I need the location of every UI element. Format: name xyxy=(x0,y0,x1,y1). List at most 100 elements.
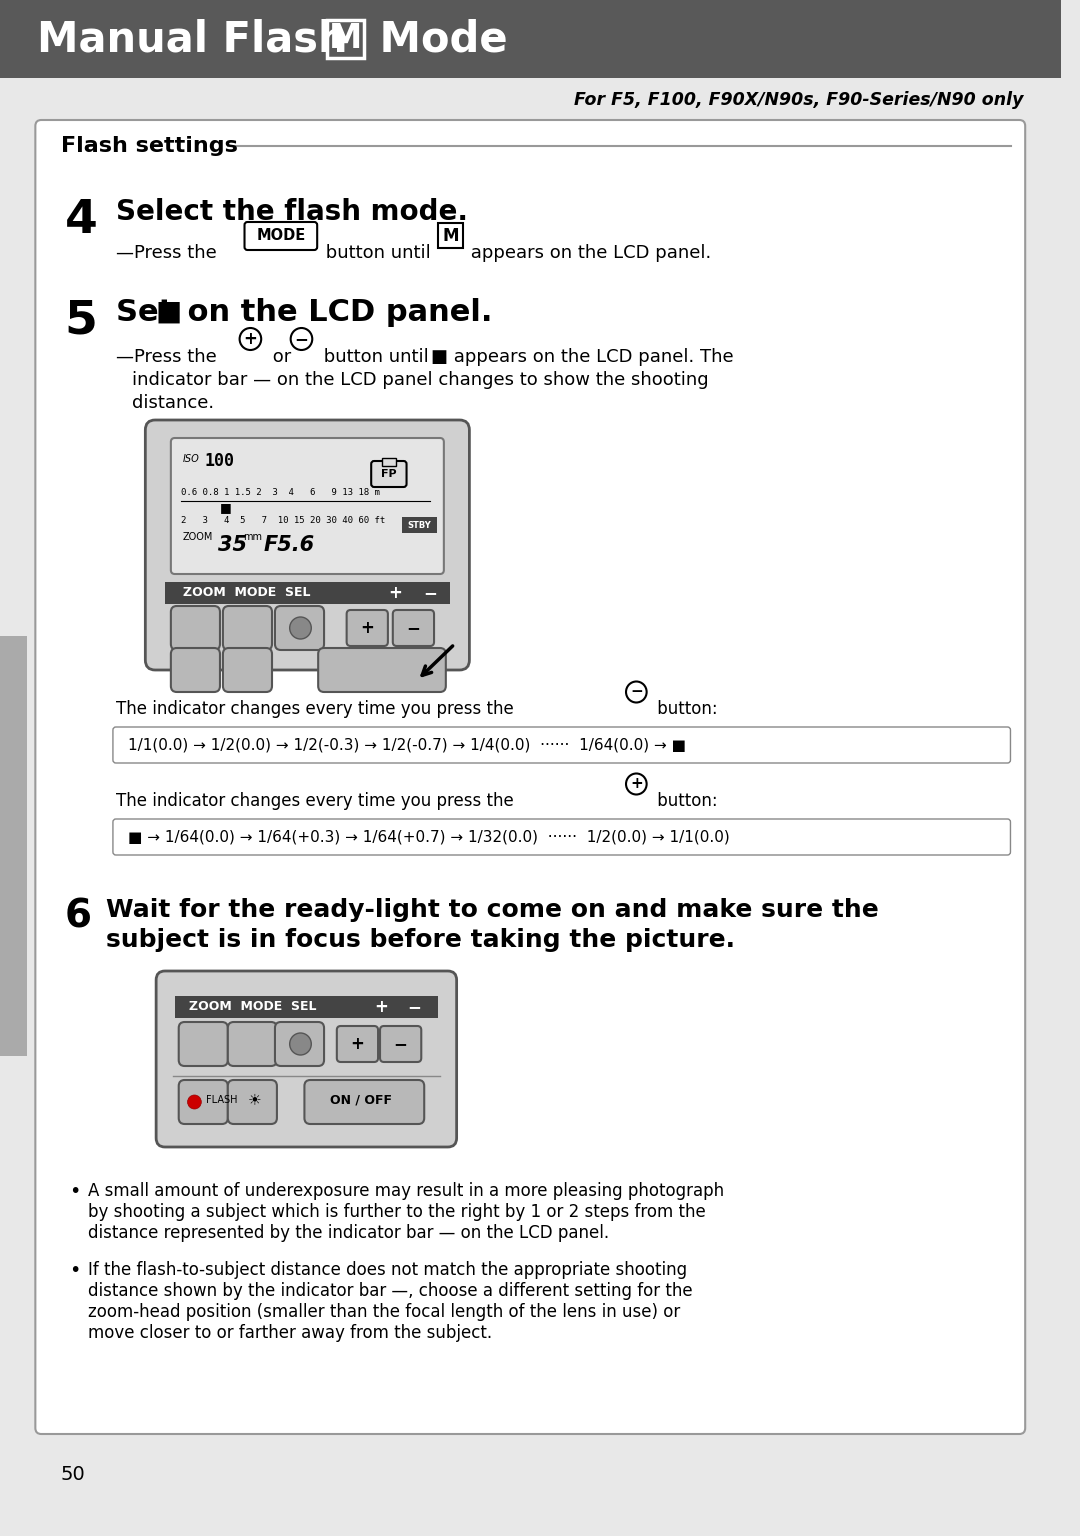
Text: ZOOM: ZOOM xyxy=(183,531,213,542)
FancyBboxPatch shape xyxy=(305,1080,424,1124)
FancyBboxPatch shape xyxy=(393,610,434,647)
Text: 5: 5 xyxy=(65,298,97,343)
Text: 1/1(0.0) → 1/2(0.0) → 1/2(-0.3) → 1/2(-0.7) → 1/4(0.0)  ······  1/64(0.0) → ■: 1/1(0.0) → 1/2(0.0) → 1/2(-0.3) → 1/2(-0… xyxy=(127,737,686,753)
FancyBboxPatch shape xyxy=(175,995,438,1018)
FancyBboxPatch shape xyxy=(228,1080,276,1124)
Text: zoom-head position (smaller than the focal length of the lens in use) or: zoom-head position (smaller than the foc… xyxy=(89,1303,680,1321)
Text: 4: 4 xyxy=(65,198,97,243)
Text: +: + xyxy=(630,777,643,791)
FancyBboxPatch shape xyxy=(178,1080,228,1124)
Text: on the LCD panel.: on the LCD panel. xyxy=(177,298,492,327)
Text: —Press the: —Press the xyxy=(116,349,222,366)
Text: −: − xyxy=(295,330,309,349)
Text: FLASH: FLASH xyxy=(206,1095,238,1104)
Text: +: + xyxy=(388,584,402,602)
Text: 2   3   4  5   7  10 15 20 30 40 60 ft: 2 3 4 5 7 10 15 20 30 40 60 ft xyxy=(180,516,384,525)
Text: distance represented by the indicator bar — on the LCD panel.: distance represented by the indicator ba… xyxy=(89,1224,609,1243)
Text: or: or xyxy=(267,349,297,366)
Text: The indicator changes every time you press the: The indicator changes every time you pre… xyxy=(116,700,514,717)
FancyBboxPatch shape xyxy=(327,20,364,58)
Circle shape xyxy=(188,1095,201,1109)
Text: +: + xyxy=(243,330,257,349)
Text: M: M xyxy=(329,23,362,55)
FancyBboxPatch shape xyxy=(165,582,449,604)
Text: move closer to or farther away from the subject.: move closer to or farther away from the … xyxy=(89,1324,492,1342)
Text: FP: FP xyxy=(381,468,396,479)
FancyBboxPatch shape xyxy=(171,607,220,650)
FancyBboxPatch shape xyxy=(319,648,446,693)
Text: If the flash-to-subject distance does not match the appropriate shooting: If the flash-to-subject distance does no… xyxy=(89,1261,688,1279)
Text: M: M xyxy=(443,227,459,246)
Circle shape xyxy=(289,617,311,639)
FancyBboxPatch shape xyxy=(113,727,1011,763)
FancyBboxPatch shape xyxy=(382,458,395,465)
FancyBboxPatch shape xyxy=(171,438,444,574)
Text: mm: mm xyxy=(243,531,262,542)
FancyBboxPatch shape xyxy=(171,648,220,693)
FancyBboxPatch shape xyxy=(372,461,406,487)
Text: ISO: ISO xyxy=(183,455,200,464)
Bar xyxy=(0,636,27,1057)
Text: distance shown by the indicator bar —, choose a different setting for the: distance shown by the indicator bar —, c… xyxy=(89,1283,693,1299)
Text: —Press the: —Press the xyxy=(116,244,222,263)
Text: by shooting a subject which is further to the right by 1 or 2 steps from the: by shooting a subject which is further t… xyxy=(89,1203,706,1221)
Text: −: − xyxy=(630,685,643,699)
Text: ZOOM  MODE  SEL: ZOOM MODE SEL xyxy=(189,1000,316,1014)
FancyBboxPatch shape xyxy=(402,518,437,533)
Text: 6: 6 xyxy=(65,899,92,935)
Text: ON / OFF: ON / OFF xyxy=(330,1094,392,1106)
Text: −: − xyxy=(406,619,420,637)
Text: 50: 50 xyxy=(60,1464,85,1484)
Text: ZOOM  MODE  SEL: ZOOM MODE SEL xyxy=(183,587,310,599)
Text: subject is in focus before taking the picture.: subject is in focus before taking the pi… xyxy=(106,928,735,952)
Text: The indicator changes every time you press the: The indicator changes every time you pre… xyxy=(116,793,514,809)
FancyBboxPatch shape xyxy=(178,1021,228,1066)
Text: distance.: distance. xyxy=(132,395,214,412)
FancyBboxPatch shape xyxy=(36,120,1025,1435)
FancyBboxPatch shape xyxy=(438,223,463,247)
FancyBboxPatch shape xyxy=(228,1021,276,1066)
Text: 0.6 0.8 1 1.5 2  3  4   6   9 13 18 m: 0.6 0.8 1 1.5 2 3 4 6 9 13 18 m xyxy=(180,488,379,498)
Circle shape xyxy=(289,1034,311,1055)
FancyBboxPatch shape xyxy=(222,607,272,650)
Text: Flash settings: Flash settings xyxy=(60,137,238,157)
FancyBboxPatch shape xyxy=(146,419,470,670)
Text: appears on the LCD panel.: appears on the LCD panel. xyxy=(465,244,712,263)
Text: STBY: STBY xyxy=(407,521,431,530)
FancyBboxPatch shape xyxy=(347,610,388,647)
FancyBboxPatch shape xyxy=(113,819,1011,856)
Text: button:: button: xyxy=(652,793,718,809)
Text: −: − xyxy=(394,1035,407,1054)
FancyBboxPatch shape xyxy=(222,648,272,693)
Text: appears on the LCD panel. The: appears on the LCD panel. The xyxy=(448,349,733,366)
Text: +: + xyxy=(351,1035,364,1054)
FancyBboxPatch shape xyxy=(275,1021,324,1066)
Text: MODE: MODE xyxy=(256,229,306,244)
Text: indicator bar — on the LCD panel changes to show the shooting: indicator bar — on the LCD panel changes… xyxy=(132,372,708,389)
Text: F5.6: F5.6 xyxy=(264,535,314,554)
Text: Manual Flash: Manual Flash xyxy=(38,18,363,60)
Text: button until: button until xyxy=(319,349,434,366)
Text: ■: ■ xyxy=(430,349,447,366)
Text: −: − xyxy=(423,584,437,602)
Text: +: + xyxy=(374,998,388,1015)
Text: 35: 35 xyxy=(218,535,247,554)
Text: Select the flash mode.: Select the flash mode. xyxy=(116,198,468,226)
FancyBboxPatch shape xyxy=(337,1026,378,1061)
Bar xyxy=(0,0,1061,78)
FancyBboxPatch shape xyxy=(244,223,318,250)
Text: A small amount of underexposure may result in a more pleasing photograph: A small amount of underexposure may resu… xyxy=(89,1183,725,1200)
Text: −: − xyxy=(407,998,421,1015)
FancyBboxPatch shape xyxy=(157,971,457,1147)
FancyBboxPatch shape xyxy=(275,607,324,650)
Text: +: + xyxy=(361,619,374,637)
Text: 100: 100 xyxy=(204,452,234,470)
Text: Wait for the ready-light to come on and make sure the: Wait for the ready-light to come on and … xyxy=(106,899,879,922)
Text: ■: ■ xyxy=(156,298,181,326)
Text: ■: ■ xyxy=(220,501,232,515)
Text: button:: button: xyxy=(652,700,718,717)
Text: For F5, F100, F90X/N90s, F90-Series/N90 only: For F5, F100, F90X/N90s, F90-Series/N90 … xyxy=(573,91,1023,109)
Text: Mode: Mode xyxy=(365,18,508,60)
FancyBboxPatch shape xyxy=(380,1026,421,1061)
Text: •: • xyxy=(69,1183,80,1201)
